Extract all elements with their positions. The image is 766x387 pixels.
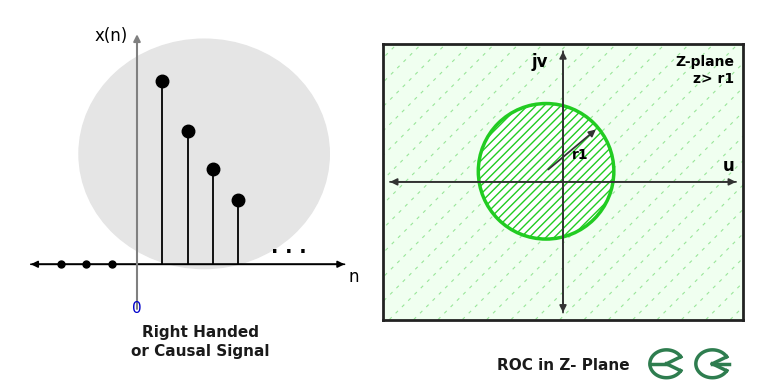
Text: jv: jv [532,53,548,71]
Text: Right Handed
or Causal Signal: Right Handed or Causal Signal [131,325,270,360]
Text: Z-plane
z> r1: Z-plane z> r1 [676,55,735,86]
Text: x(n): x(n) [95,27,128,45]
Text: u: u [723,157,735,175]
Text: r1: r1 [572,148,589,163]
Text: n: n [349,268,359,286]
Text: 0: 0 [133,301,142,316]
Text: ROC in Z- Plane: ROC in Z- Plane [496,358,630,373]
Circle shape [79,39,329,269]
Circle shape [478,104,614,239]
Text: . . .: . . . [271,238,307,257]
